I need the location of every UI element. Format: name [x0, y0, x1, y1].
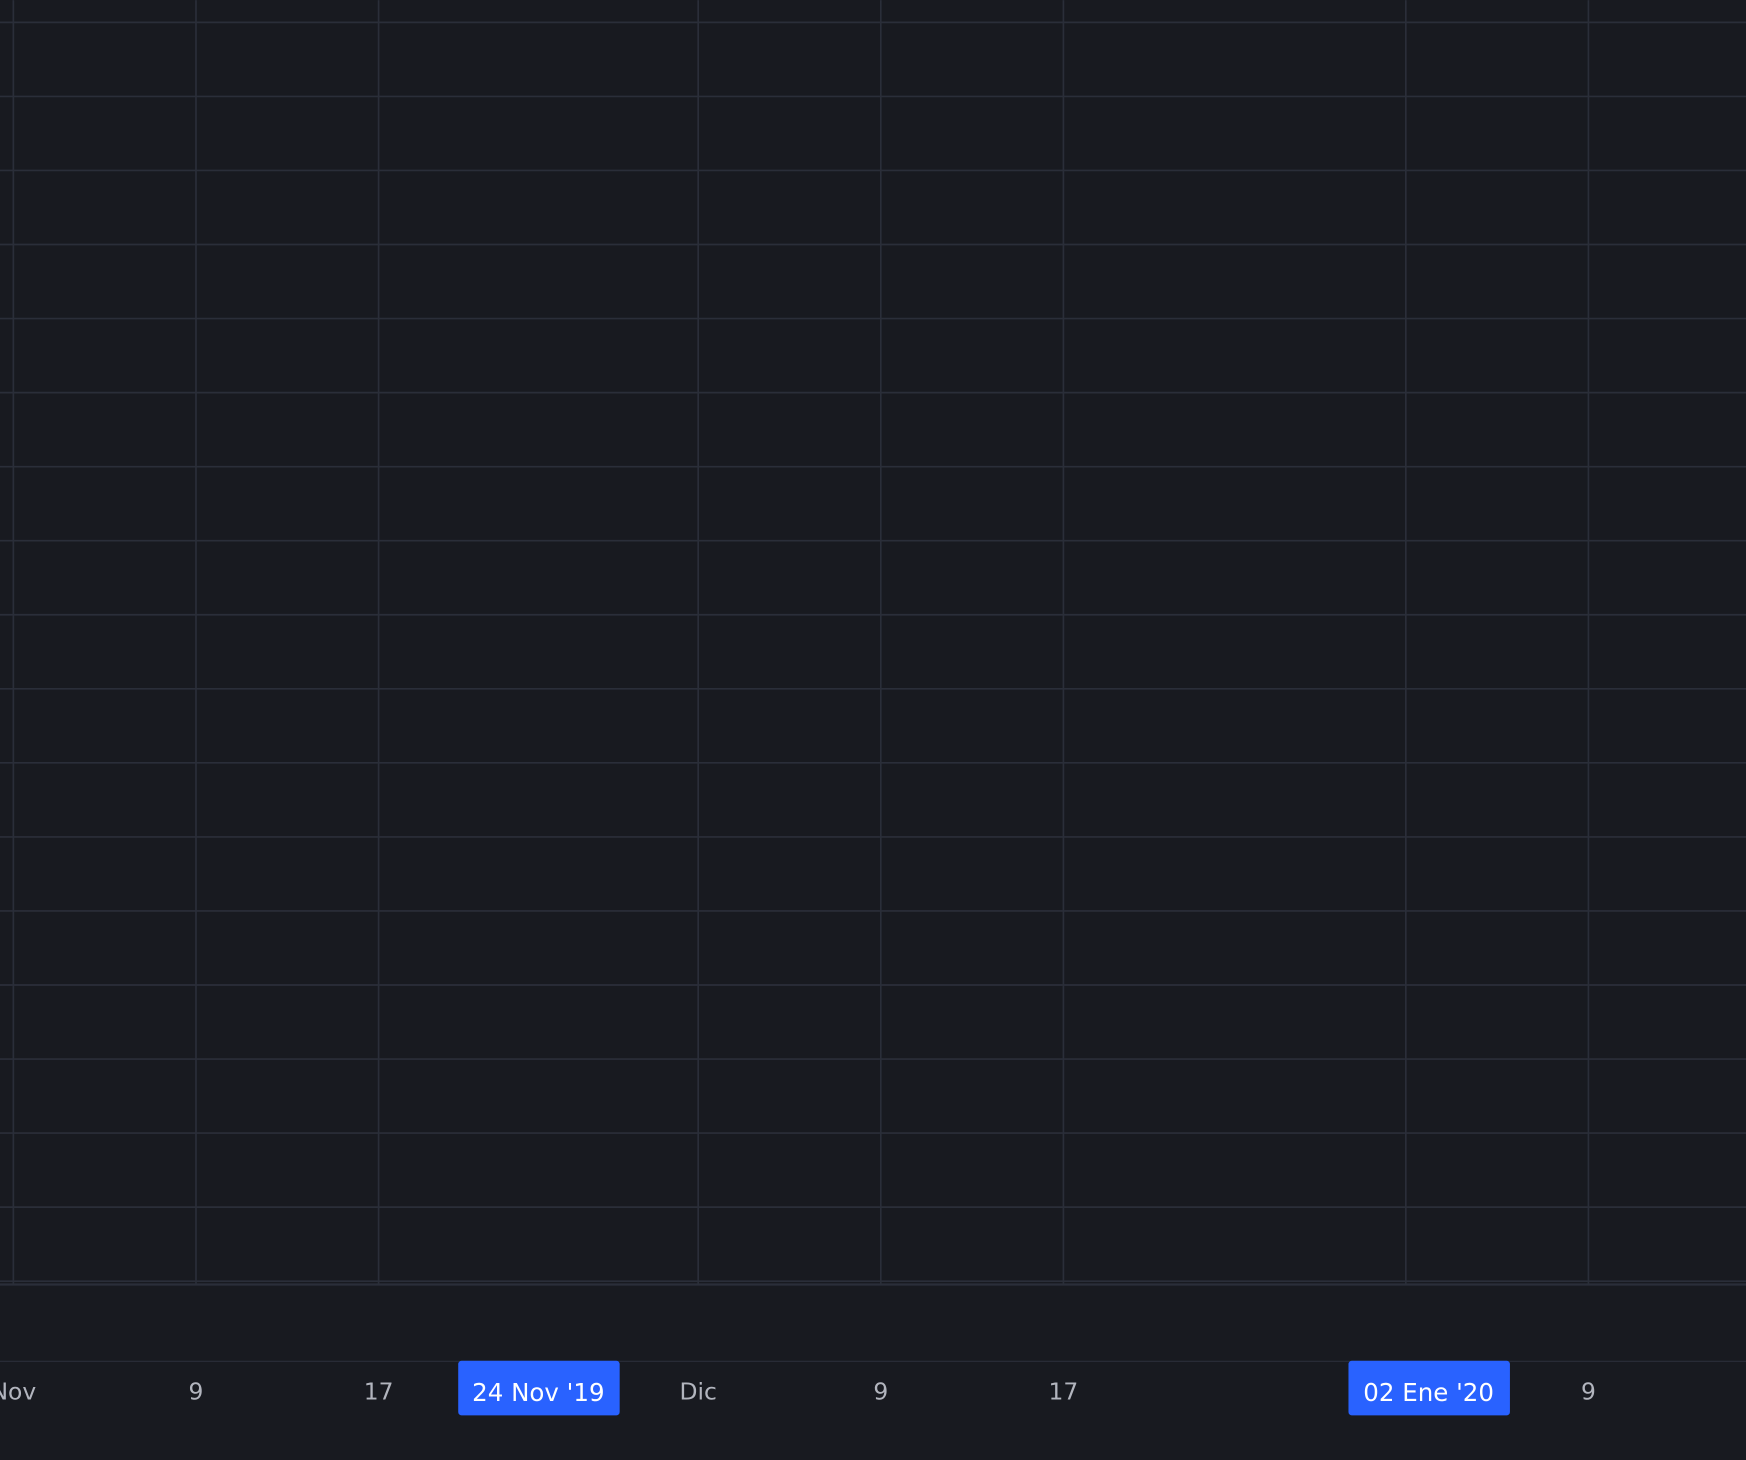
- x-tick-label: Nov: [0, 1378, 36, 1406]
- x-tick-label: 9: [1581, 1378, 1596, 1406]
- date-marker-label: 02 Ene '20: [1363, 1378, 1494, 1407]
- x-tick-label: 9: [873, 1378, 888, 1406]
- x-tick-label: 9: [189, 1378, 204, 1406]
- x-tick-label: 17: [1049, 1378, 1079, 1406]
- date-marker-label: 24 Nov '19: [472, 1378, 604, 1407]
- x-axis: Nov 9 17 Dic 9 17 9 24 Nov '19 02 Ene '20: [0, 1360, 1596, 1416]
- x-tick-label: Dic: [679, 1378, 716, 1406]
- grid: [0, 0, 1746, 1284]
- date-marker-badge: [1348, 1360, 1510, 1416]
- date-marker-badge: [458, 1360, 620, 1416]
- x-tick-label: 17: [364, 1378, 394, 1406]
